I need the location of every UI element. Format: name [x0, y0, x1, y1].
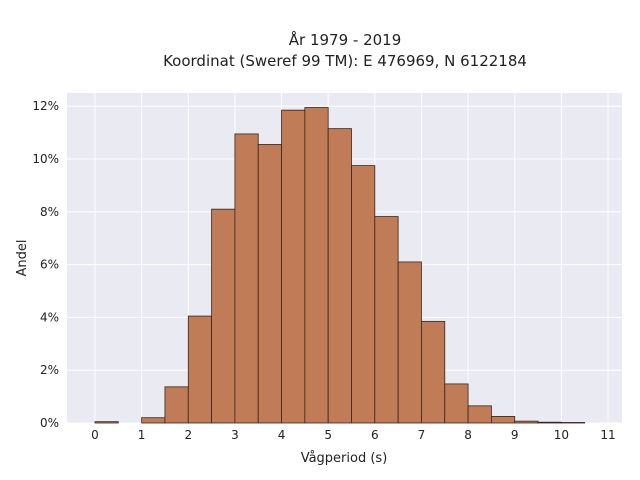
histogram-bar	[351, 165, 376, 424]
histogram-bar	[164, 386, 189, 424]
histogram-bar	[560, 422, 586, 424]
histogram-bar	[467, 405, 492, 424]
histogram-bar	[444, 383, 469, 424]
y-tick-label: 0%	[40, 416, 59, 430]
y-tick-label: 6%	[40, 258, 59, 272]
y-tick-labels: 0% 2% 4% 6% 8% 10% 12%	[32, 99, 59, 430]
x-tick-label: 9	[511, 428, 519, 442]
x-tick-label: 4	[278, 428, 286, 442]
y-tick-label: 4%	[40, 310, 59, 324]
x-tick-label: 0	[91, 428, 99, 442]
x-tick-label: 3	[231, 428, 239, 442]
chart-subtitle: Koordinat (Sweref 99 TM): E 476969, N 61…	[163, 52, 527, 70]
y-tick-label: 10%	[32, 152, 59, 166]
x-tick-label: 5	[324, 428, 332, 442]
histogram-bar	[397, 261, 422, 424]
histogram-bar	[304, 107, 329, 424]
histogram-bar	[187, 315, 212, 424]
x-tick-label: 7	[418, 428, 426, 442]
y-tick-label: 2%	[40, 363, 59, 377]
histogram-bar	[257, 144, 282, 424]
histogram-bar	[491, 415, 516, 424]
y-tick-label: 8%	[40, 205, 59, 219]
x-tick-label: 2	[184, 428, 192, 442]
histogram-bar	[514, 420, 539, 424]
histogram-bar	[94, 421, 119, 424]
histogram-bar	[421, 320, 446, 424]
x-axis-label: Vågperiod (s)	[301, 451, 388, 466]
x-tick-label: 6	[371, 428, 379, 442]
x-tick-label: 8	[464, 428, 472, 442]
y-tick-label: 12%	[32, 99, 59, 113]
bars	[94, 107, 586, 424]
chart-title: År 1979 - 2019	[289, 30, 402, 49]
x-tick-label: 11	[600, 428, 615, 442]
histogram-bar	[281, 109, 306, 424]
histogram-bar	[374, 216, 399, 424]
x-tick-labels: 0 1 2 3 4 5 6 7 8 9 10 11	[91, 428, 615, 442]
histogram-bar	[141, 417, 166, 424]
histogram-bar	[211, 208, 236, 424]
x-tick-label: 1	[138, 428, 146, 442]
x-tick-label: 10	[554, 428, 569, 442]
histogram-bar	[537, 421, 562, 424]
histogram-bar	[234, 133, 259, 424]
histogram-bar	[327, 128, 352, 424]
y-axis-label: Andel	[15, 240, 30, 277]
